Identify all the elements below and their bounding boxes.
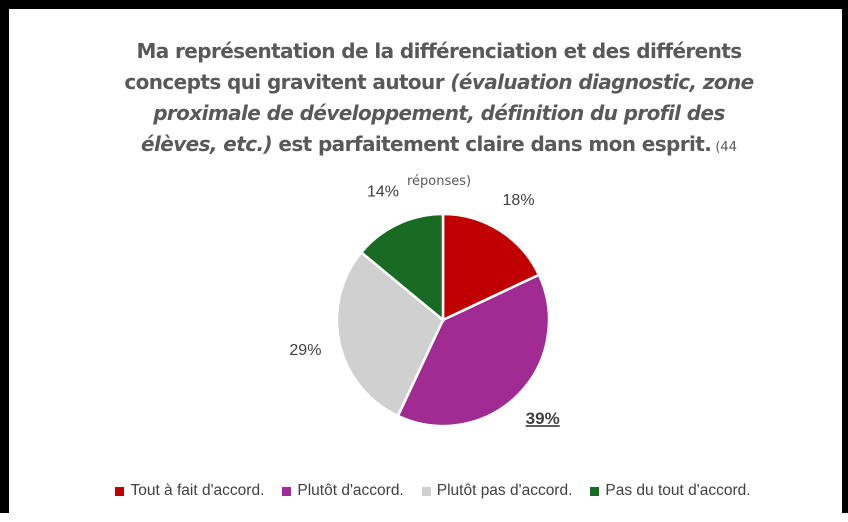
legend-swatch xyxy=(590,486,600,496)
title-part: (44 réponses) xyxy=(406,140,737,189)
legend-label: Tout à fait d'accord. xyxy=(130,482,265,499)
pie-slice xyxy=(359,212,445,323)
data-label: 39% xyxy=(526,409,560,428)
title-part: Ma représentation de la différenciation … xyxy=(124,39,742,94)
legend-item: Tout à fait d'accord. xyxy=(115,482,264,500)
data-label: 14% xyxy=(367,184,399,201)
legend-swatch xyxy=(115,486,125,496)
legend-item: Plutôt pas d'accord. xyxy=(421,482,573,500)
chart: 18% 39% 29% 14% xyxy=(289,184,560,429)
data-label: 18% xyxy=(503,192,535,209)
legend-label: Plutôt pas d'accord. xyxy=(436,482,573,499)
pie-slice xyxy=(441,212,541,322)
legend-swatch xyxy=(421,486,431,496)
pie-slice xyxy=(396,273,551,428)
pie-slice xyxy=(335,250,445,418)
data-label: 29% xyxy=(289,342,321,359)
title-part: (évaluation diagnostic, zone proximale d… xyxy=(141,70,754,156)
legend-label: Plutôt d'accord. xyxy=(297,482,404,499)
legend-item: Plutôt d'accord. xyxy=(282,482,404,500)
chart-title: Ma représentation de la différenciation … xyxy=(119,36,759,197)
title-part: est parfaitement claire dans mon esprit. xyxy=(272,132,712,156)
legend: Tout à fait d'accord. Plutôt d'accord. Plu… xyxy=(9,482,848,500)
legend-swatch xyxy=(282,486,292,496)
legend-item: Pas du tout d'accord. xyxy=(590,482,751,500)
legend-label: Pas du tout d'accord. xyxy=(605,482,751,499)
